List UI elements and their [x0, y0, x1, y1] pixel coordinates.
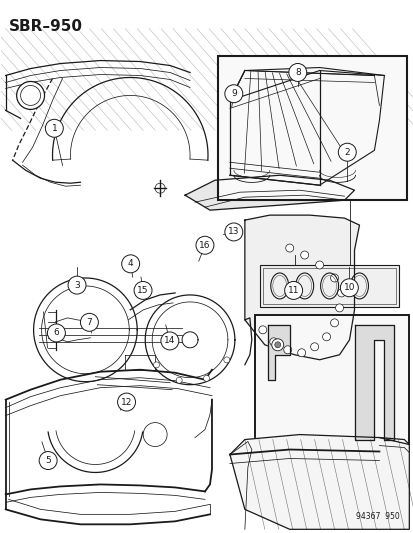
Polygon shape	[244, 215, 358, 360]
Bar	[217, 55, 406, 200]
Text: 6: 6	[53, 328, 59, 337]
Polygon shape	[229, 434, 408, 529]
Circle shape	[203, 375, 209, 381]
Circle shape	[310, 343, 318, 351]
Text: 1: 1	[51, 124, 57, 133]
Circle shape	[300, 251, 308, 259]
Circle shape	[284, 281, 302, 300]
Text: SBR–950: SBR–950	[9, 19, 83, 34]
Circle shape	[330, 274, 338, 282]
Polygon shape	[267, 325, 289, 379]
Bar	[259, 265, 399, 307]
Circle shape	[121, 255, 139, 273]
Circle shape	[330, 319, 338, 327]
Text: 9: 9	[230, 89, 236, 98]
Circle shape	[271, 339, 283, 351]
Circle shape	[47, 324, 65, 342]
Text: 12: 12	[121, 398, 132, 407]
Circle shape	[161, 332, 178, 350]
Circle shape	[117, 393, 135, 411]
Circle shape	[224, 223, 242, 241]
Circle shape	[297, 349, 305, 357]
Text: 16: 16	[199, 241, 210, 250]
Circle shape	[288, 63, 306, 82]
Circle shape	[176, 377, 182, 383]
Circle shape	[285, 244, 293, 252]
Text: 8: 8	[294, 68, 300, 77]
Polygon shape	[354, 325, 394, 440]
Text: 3: 3	[74, 280, 80, 289]
Circle shape	[337, 143, 356, 161]
Text: 10: 10	[343, 283, 354, 292]
Text: 14: 14	[164, 336, 175, 345]
Circle shape	[339, 279, 358, 297]
Circle shape	[80, 313, 98, 332]
Text: 13: 13	[228, 228, 239, 237]
Circle shape	[269, 338, 277, 346]
Text: 7: 7	[86, 318, 92, 327]
Circle shape	[17, 82, 45, 109]
Circle shape	[322, 333, 330, 341]
Text: 4: 4	[128, 260, 133, 268]
Text: 5: 5	[45, 456, 51, 465]
Circle shape	[258, 326, 266, 334]
Circle shape	[337, 289, 345, 297]
Circle shape	[68, 276, 86, 294]
Circle shape	[153, 362, 159, 368]
Circle shape	[223, 357, 229, 363]
Circle shape	[45, 119, 63, 138]
Polygon shape	[185, 175, 354, 210]
Circle shape	[335, 304, 343, 312]
Circle shape	[315, 261, 323, 269]
Bar	[262, 268, 395, 304]
Circle shape	[224, 85, 242, 103]
Bar	[254, 315, 408, 449]
Circle shape	[283, 346, 291, 354]
Text: 2: 2	[344, 148, 349, 157]
Circle shape	[274, 342, 280, 348]
Circle shape	[39, 451, 57, 470]
Text: 15: 15	[137, 286, 148, 295]
Text: 11: 11	[287, 286, 299, 295]
Circle shape	[195, 236, 214, 254]
Text: 94367  950: 94367 950	[355, 512, 399, 521]
Circle shape	[134, 281, 152, 300]
